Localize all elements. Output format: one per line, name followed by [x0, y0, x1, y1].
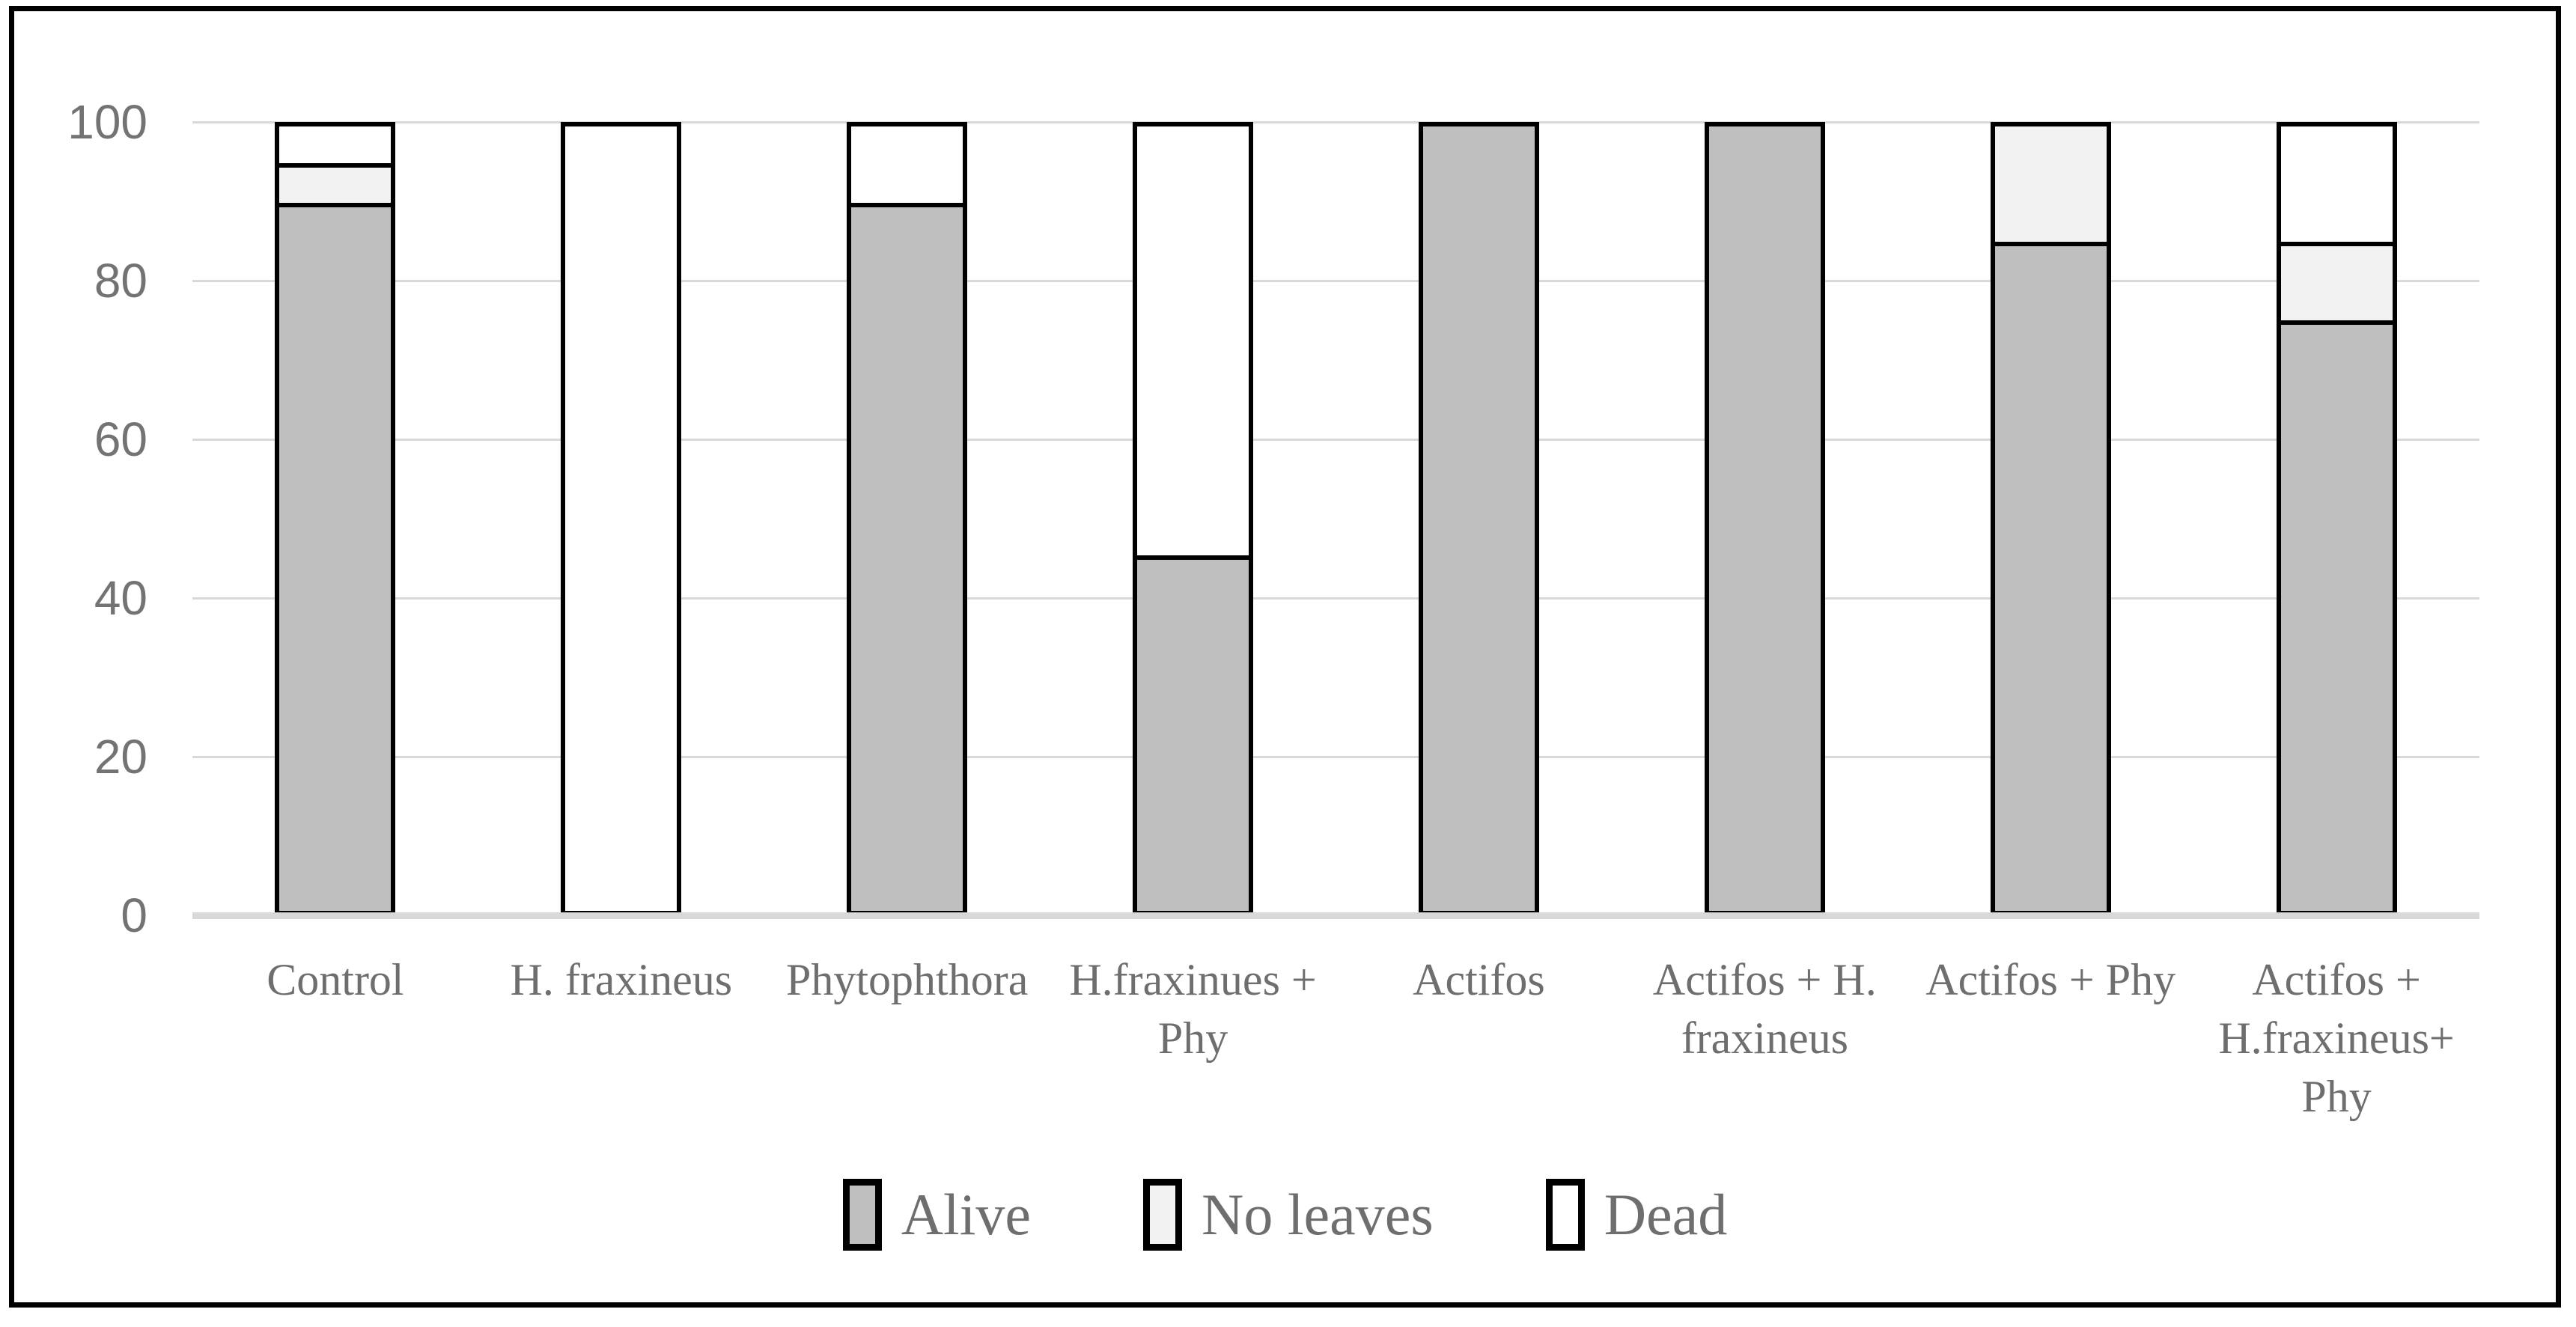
bar-segment-dead — [565, 126, 678, 911]
category-label: Actifos — [1413, 955, 1545, 1004]
bar-slot — [1050, 122, 1336, 915]
segment-divider — [1994, 242, 2107, 247]
bar-segment-dead — [2280, 126, 2393, 245]
y-tick-label: 20 — [94, 730, 147, 784]
legend-label: No leaves — [1202, 1182, 1434, 1247]
bar-segment-no-leaves — [1994, 126, 2107, 245]
segment-divider — [851, 202, 963, 207]
stacked-bar — [1133, 122, 1254, 915]
category-label: Actifos + Phy — [1925, 955, 2176, 1004]
gridline — [192, 755, 2479, 758]
gridline — [192, 597, 2479, 600]
bar-segment-dead — [279, 126, 392, 166]
gridline — [192, 438, 2479, 441]
chart-figure-border: 0 20 40 60 80 100 Alive No leaves Dead Control H… — [9, 6, 2561, 1308]
legend-label: Alive — [901, 1182, 1031, 1247]
bar-slot — [1336, 122, 1622, 915]
gridline — [192, 279, 2479, 282]
y-tick-label: 0 — [121, 888, 147, 942]
segment-divider — [279, 202, 392, 207]
segment-divider — [1137, 555, 1249, 561]
bar-segment-alive — [851, 204, 963, 911]
stacked-bar — [2276, 122, 2397, 915]
segment-divider — [2280, 320, 2393, 325]
category-label: H.fraxinues + Phy — [1069, 955, 1317, 1063]
stacked-bar — [847, 122, 968, 915]
category-label: H. fraxineus — [510, 955, 733, 1004]
bar-slot — [1907, 122, 2193, 915]
bar-slot — [478, 122, 764, 915]
stacked-bar — [275, 122, 396, 915]
legend-item-alive: Alive — [842, 1179, 1031, 1251]
bar-segment-alive — [279, 204, 392, 911]
stacked-bar — [1704, 122, 1825, 915]
y-tick-label: 100 — [67, 95, 147, 149]
bar-segment-alive — [1994, 244, 2107, 911]
segment-divider — [279, 163, 392, 168]
stacked-bar — [1990, 122, 2111, 915]
legend-label: Dead — [1604, 1182, 1728, 1247]
gridline — [192, 121, 2479, 123]
bar-segment-alive — [1422, 126, 1535, 911]
bar-segment-alive — [1137, 558, 1249, 911]
bar-slot — [764, 122, 1050, 915]
legend-swatch — [1545, 1179, 1585, 1251]
stacked-bar — [1418, 122, 1539, 915]
legend-swatch — [842, 1179, 882, 1251]
plot-area — [192, 121, 2479, 915]
category-label: Phytophthora — [786, 955, 1029, 1004]
legend-item-dead: Dead — [1545, 1179, 1728, 1251]
y-axis: 0 20 40 60 80 100 — [14, 97, 147, 940]
y-tick-label: 80 — [94, 254, 147, 308]
category-label: Actifos + H.fraxineus+ Phy — [2218, 955, 2455, 1121]
category-label: Control — [267, 955, 404, 1004]
y-tick-label: 60 — [94, 412, 147, 466]
bar-segment-no-leaves — [2280, 244, 2393, 323]
stacked-bar — [561, 122, 682, 915]
legend-swatch — [1143, 1179, 1182, 1251]
bar-segment-no-leaves — [279, 165, 392, 205]
bar-segment-dead — [851, 126, 963, 205]
bar-slot — [1622, 122, 1907, 915]
legend-item-no-leaves: No leaves — [1143, 1179, 1434, 1251]
category-label: Actifos + H. fraxineus — [1652, 955, 1877, 1063]
bar-slot — [2193, 122, 2479, 915]
y-tick-label: 40 — [94, 571, 147, 625]
legend: Alive No leaves Dead — [14, 1179, 2556, 1251]
segment-divider — [2280, 242, 2393, 247]
bar-segment-alive — [2280, 323, 2393, 911]
bar-segment-dead — [1137, 126, 1249, 558]
bar-slot — [192, 122, 478, 915]
bar-segment-alive — [1708, 126, 1821, 911]
x-axis-baseline — [192, 912, 2479, 919]
